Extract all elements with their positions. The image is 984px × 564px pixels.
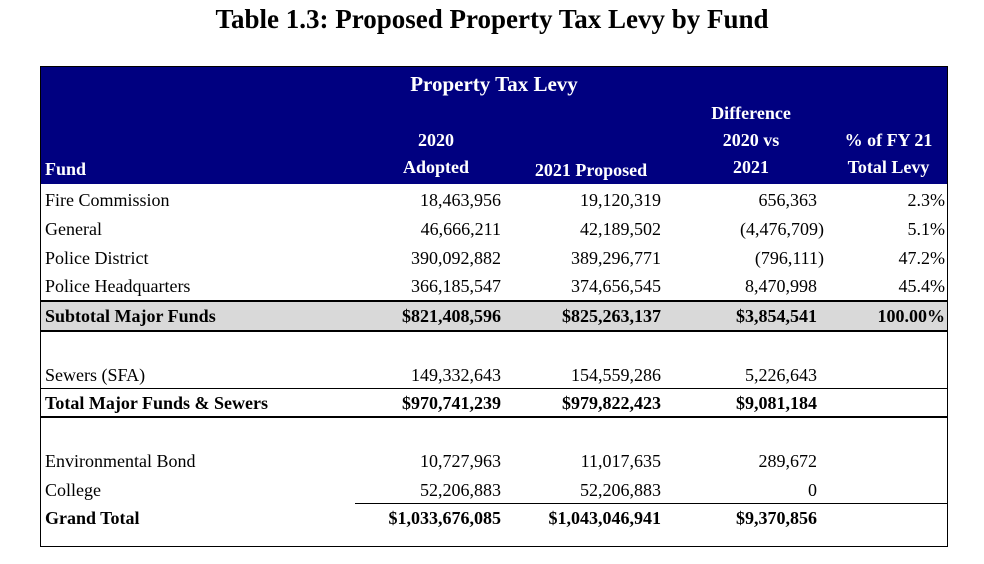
divider bbox=[355, 503, 947, 504]
adopted-value: 390,092,882 bbox=[411, 248, 501, 268]
difference-value: $9,370,856 bbox=[736, 508, 817, 528]
pct-value: 47.2% bbox=[898, 248, 946, 268]
fund-name: Total Major Funds & Sewers bbox=[45, 393, 269, 413]
table-row: Environmental Bond 10,727,963 11,017,635 28… bbox=[41, 447, 947, 476]
adopted-value: 366,185,547 bbox=[411, 276, 501, 296]
proposed-value: 11,017,635 bbox=[580, 451, 661, 471]
adopted-value: $821,408,596 bbox=[402, 306, 501, 326]
proposed-value: 389,296,771 bbox=[571, 248, 661, 268]
fund-name: Subtotal Major Funds bbox=[45, 306, 216, 326]
header-pct-2: Total Levy bbox=[847, 157, 930, 177]
header-proposed: 2021 Proposed bbox=[534, 160, 648, 180]
proposed-value: 19,120,319 bbox=[580, 190, 661, 210]
difference-value: $3,854,541 bbox=[736, 306, 817, 326]
difference-value: 8,470,998 bbox=[745, 276, 817, 296]
header-adopted-year: 2020 bbox=[418, 130, 454, 150]
proposed-value: 42,189,502 bbox=[580, 219, 661, 239]
difference-value: 0 bbox=[808, 480, 817, 500]
fund-name: College bbox=[45, 480, 101, 500]
header-group: Property Tax Levy bbox=[410, 72, 578, 96]
adopted-value: 52,206,883 bbox=[420, 480, 501, 500]
fund-name: Police Headquarters bbox=[45, 276, 191, 296]
adopted-value: 149,332,643 bbox=[411, 365, 501, 385]
header-difference-3: 2021 bbox=[733, 157, 769, 177]
subtotal-row: Subtotal Major Funds $821,408,596 $825,263… bbox=[41, 300, 947, 332]
fund-name: General bbox=[45, 219, 102, 239]
table-title: Table 1.3: Proposed Property Tax Levy by… bbox=[215, 4, 769, 34]
pct-value: 45.4% bbox=[898, 276, 946, 296]
proposed-value: $1,043,046,941 bbox=[548, 508, 662, 528]
table-row: Fire Commission 18,463,956 19,120,319 656,3… bbox=[41, 186, 947, 215]
table-header: Property Tax Levy Fund 2020 Adopted 2021… bbox=[41, 67, 947, 184]
difference-value: 5,226,643 bbox=[745, 365, 817, 385]
difference-value: (796,111) bbox=[754, 248, 824, 268]
divider bbox=[41, 416, 947, 418]
total-row: Total Major Funds & Sewers $970,741,239 $9… bbox=[41, 389, 947, 418]
header-pct: % of FY 21 bbox=[844, 130, 933, 150]
header-difference: Difference bbox=[711, 103, 791, 123]
header-adopted: Adopted bbox=[402, 157, 469, 177]
pct-value: 5.1% bbox=[907, 219, 946, 239]
proposed-value: 374,656,545 bbox=[571, 276, 661, 296]
difference-value: (4,476,709) bbox=[740, 219, 824, 239]
header-difference-2: 2020 vs bbox=[722, 130, 780, 150]
adopted-value: 18,463,956 bbox=[420, 190, 501, 210]
adopted-value: 46,666,211 bbox=[420, 219, 501, 239]
table-row: Police District 390,092,882 389,296,771 (79… bbox=[41, 244, 947, 273]
header-fund: Fund bbox=[45, 159, 87, 179]
table-row: General 46,666,211 42,189,502 (4,476,709) 5.… bbox=[41, 215, 947, 244]
proposed-value: $825,263,137 bbox=[562, 306, 661, 326]
fund-name: Police District bbox=[45, 248, 149, 268]
difference-value: $9,081,184 bbox=[736, 393, 817, 413]
levy-table: Property Tax Levy Fund 2020 Adopted 2021… bbox=[40, 66, 948, 547]
pct-value: 100.00% bbox=[877, 306, 946, 326]
adopted-value: 10,727,963 bbox=[420, 451, 501, 471]
fund-name: Sewers (SFA) bbox=[45, 365, 146, 385]
table-row: Sewers (SFA) 149,332,643 154,559,286 5,226,… bbox=[41, 361, 947, 390]
fund-name: Environmental Bond bbox=[45, 451, 196, 471]
pct-value: 2.3% bbox=[907, 190, 946, 210]
table-row: College 52,206,883 52,206,883 0 bbox=[41, 476, 947, 505]
fund-name: Fire Commission bbox=[45, 190, 170, 210]
difference-value: 656,363 bbox=[758, 190, 818, 210]
fund-name: Grand Total bbox=[45, 508, 140, 528]
adopted-value: $1,033,676,085 bbox=[388, 508, 502, 528]
adopted-value: $970,741,239 bbox=[402, 393, 501, 413]
table-row: Police Headquarters 366,185,547 374,656,54… bbox=[41, 272, 947, 301]
divider bbox=[41, 388, 947, 389]
difference-value: 289,672 bbox=[758, 451, 818, 471]
proposed-value: 154,559,286 bbox=[571, 365, 661, 385]
proposed-value: $979,822,423 bbox=[562, 393, 661, 413]
grand-total-row: Grand Total $1,033,676,085 $1,043,046,941 $… bbox=[41, 504, 947, 533]
proposed-value: 52,206,883 bbox=[580, 480, 661, 500]
